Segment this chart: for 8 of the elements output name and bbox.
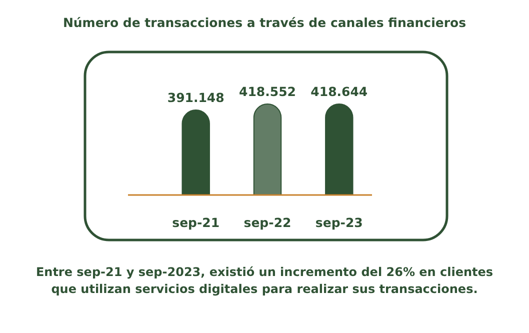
x-tick-label: sep-21 xyxy=(172,215,220,230)
chart-title: Número de transacciones a través de canales financieros xyxy=(62,15,466,30)
data-label: 418.644 xyxy=(310,84,368,99)
x-tick-label: sep-22 xyxy=(244,215,292,230)
data-label: 418.552 xyxy=(239,84,296,100)
x-tick-label: sep-23 xyxy=(315,215,363,230)
data-label: 391.148 xyxy=(167,90,224,105)
text: Entre sep-21 y sep-2023, existió un incremento del 26% en clientes que utilizan servicios digitales para realizar sus transacciones. xyxy=(36,265,494,296)
